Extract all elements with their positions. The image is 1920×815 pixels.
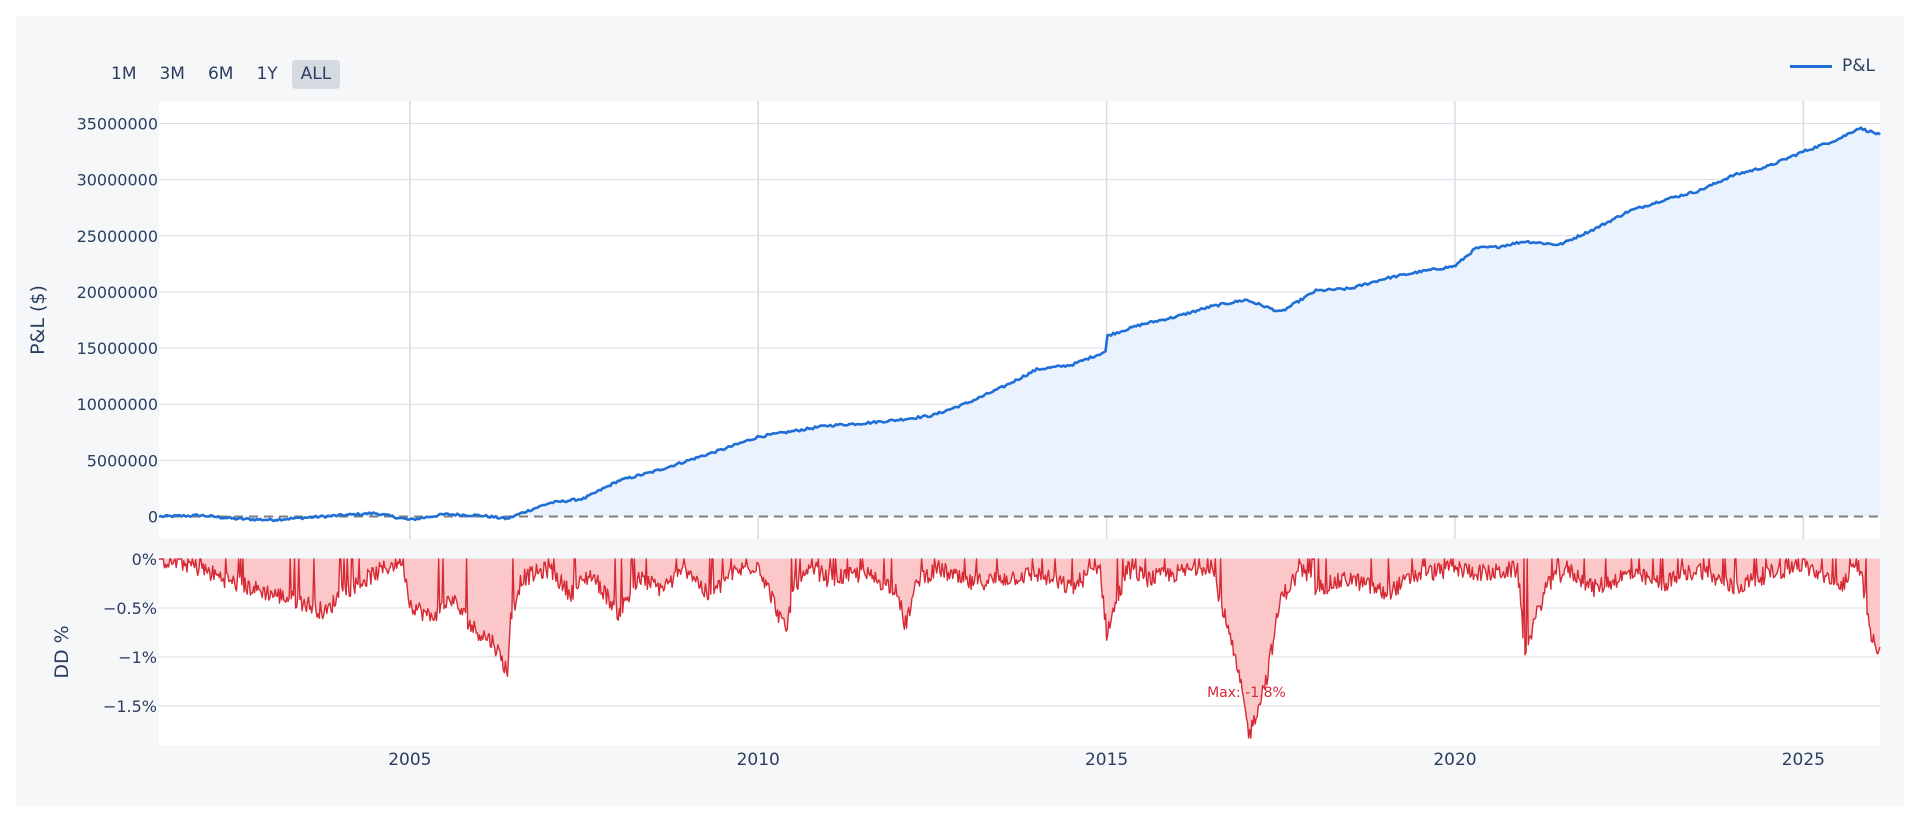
legend-label-pnl: P&L bbox=[1842, 56, 1875, 76]
pnl-y-tick-label: 5000000 bbox=[87, 451, 158, 470]
pnl-y-tick-label: 30000000 bbox=[77, 171, 158, 190]
range-button-3m[interactable]: 3M bbox=[150, 60, 193, 89]
x-tick-label: 2020 bbox=[1433, 750, 1476, 770]
pnl-y-tick-label: 20000000 bbox=[77, 283, 158, 302]
x-tick-label: 2005 bbox=[388, 750, 431, 770]
dd-y-tick-label: −0.5% bbox=[103, 599, 157, 618]
range-button-1y[interactable]: 1Y bbox=[247, 60, 286, 89]
x-tick-label: 2015 bbox=[1085, 750, 1128, 770]
x-tick-label: 2010 bbox=[737, 750, 780, 770]
dd-y-tick-label: −1% bbox=[118, 648, 157, 667]
max-drawdown-annotation: Max: -1.8% bbox=[1207, 685, 1286, 701]
pnl-y-tick-label: 25000000 bbox=[77, 227, 158, 246]
pnl-y-tick-label: 15000000 bbox=[77, 339, 158, 358]
range-button-6m[interactable]: 6M bbox=[199, 60, 242, 89]
drawdown-plot-area[interactable]: 0% −0.5% −1% −1.5% Max: -1.8% 2005 2010 2015 202… bbox=[51, 550, 1881, 770]
pnl-area-fill bbox=[159, 127, 1880, 521]
legend[interactable]: P&L bbox=[1790, 56, 1875, 76]
dd-y-tick-label: −1.5% bbox=[103, 697, 157, 716]
range-selector: 1M 3M 6M 1Y ALL bbox=[102, 60, 341, 89]
drawdown-series-line bbox=[159, 558, 1881, 739]
pnl-y-tick-label: 35000000 bbox=[77, 114, 158, 133]
legend-swatch-pnl bbox=[1790, 64, 1833, 68]
pnl-y-axis-title: P&L ($) bbox=[27, 285, 49, 355]
range-button-all[interactable]: ALL bbox=[291, 60, 341, 89]
pnl-series-line bbox=[158, 126, 1881, 523]
pnl-y-tick-label: 0 bbox=[148, 508, 158, 527]
range-button-1m[interactable]: 1M bbox=[102, 60, 145, 89]
pnl-plot-area[interactable]: 0 5000000 10000000 15000000 20000000 25000000… bbox=[27, 101, 1881, 539]
dd-y-tick-label: 0% bbox=[132, 550, 157, 569]
x-tick-label: 2025 bbox=[1782, 750, 1825, 770]
pnl-y-tick-label: 10000000 bbox=[77, 395, 158, 414]
dd-y-axis-title: DD % bbox=[51, 625, 73, 678]
